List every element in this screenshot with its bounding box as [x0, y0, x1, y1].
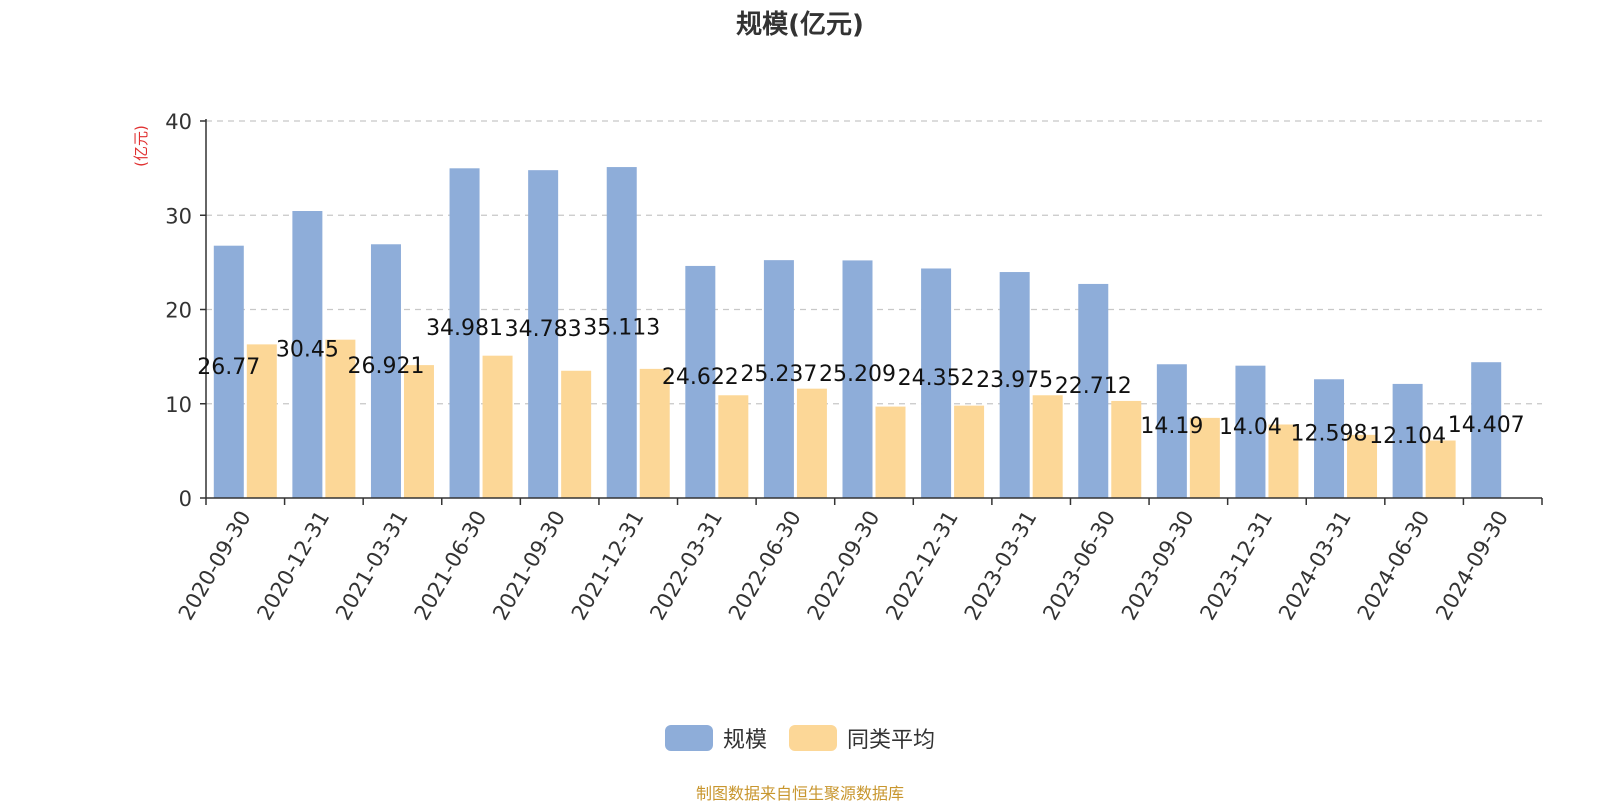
data-label: 23.975 — [976, 368, 1053, 393]
bar-average — [1268, 424, 1299, 498]
data-label: 25.209 — [819, 362, 896, 387]
legend-label-average: 同类平均 — [847, 728, 936, 753]
legend-item-average[interactable]: 同类平均 — [789, 722, 935, 754]
bar-scale — [1471, 362, 1502, 498]
bar-scale — [1392, 383, 1423, 498]
bar-scale — [763, 260, 794, 498]
x-tick-label: 2023-06-30 — [1038, 507, 1120, 625]
legend-item-scale[interactable]: 规模 — [664, 722, 767, 754]
bar-average — [246, 344, 277, 498]
data-label: 34.783 — [505, 317, 582, 342]
bar-average — [1111, 400, 1142, 498]
data-label: 34.981 — [426, 316, 503, 341]
x-tick-label: 2022-09-30 — [803, 507, 885, 625]
bar-scale — [999, 272, 1030, 498]
x-tick-label: 2020-12-31 — [252, 507, 334, 625]
chart-title: 规模(亿元) — [736, 10, 864, 40]
data-label: 24.622 — [662, 365, 739, 390]
y-tick-label: 20 — [165, 299, 192, 323]
bar-scale — [606, 167, 637, 498]
bar-average — [1189, 417, 1220, 498]
data-label: 30.45 — [276, 338, 339, 363]
data-label: 14.407 — [1448, 413, 1525, 438]
bar-scale — [1314, 379, 1345, 498]
y-axis-unit-label: (亿元) — [132, 125, 150, 167]
x-tick-label: 2024-09-30 — [1431, 507, 1513, 625]
bar-scale — [1078, 283, 1109, 498]
x-tick-label: 2024-06-30 — [1353, 507, 1435, 625]
bars-layer — [213, 167, 1502, 499]
x-tick-label: 2021-12-31 — [567, 507, 649, 625]
bar-average — [639, 368, 670, 498]
x-tick-label: 2021-06-30 — [410, 507, 492, 625]
bar-average — [325, 339, 356, 498]
data-label: 25.237 — [740, 362, 817, 387]
legend-label-scale: 规模 — [722, 728, 767, 753]
bar-scale — [1156, 364, 1187, 498]
x-tick-label: 2022-12-31 — [881, 507, 963, 625]
bar-average — [561, 370, 592, 498]
x-tick-label: 2021-03-31 — [331, 507, 413, 625]
x-tick-label: 2022-03-31 — [645, 507, 727, 625]
bar-scale — [370, 244, 401, 498]
x-tick-label: 2023-12-31 — [1195, 507, 1277, 625]
bar-average — [482, 355, 513, 498]
y-tick-label: 0 — [179, 487, 192, 511]
bar-scale — [292, 211, 323, 499]
bar-scale — [842, 260, 873, 498]
bar-average — [403, 365, 434, 498]
y-tick-label: 40 — [165, 110, 192, 134]
source-footer: 制图数据来自恒生聚源数据库 — [695, 784, 904, 803]
bar-average — [718, 395, 749, 498]
bar-scale — [449, 168, 480, 498]
data-label: 26.921 — [347, 354, 424, 379]
bar-average — [1347, 434, 1378, 498]
x-tick-label: 2023-03-31 — [960, 507, 1042, 625]
bar-scale — [528, 170, 559, 498]
bar-scale — [213, 245, 244, 498]
bar-average — [796, 388, 827, 498]
bar-scale — [921, 268, 952, 498]
y-tick-label: 30 — [165, 204, 192, 228]
data-label: 12.104 — [1369, 424, 1446, 449]
x-tick-label: 2020-09-30 — [174, 507, 256, 625]
data-label: 26.77 — [197, 355, 260, 380]
x-tick-label: 2024-03-31 — [1274, 507, 1356, 625]
bar-average — [954, 405, 985, 498]
x-tick-label: 2022-06-30 — [724, 507, 806, 625]
bar-scale — [685, 265, 716, 498]
x-tick-label: 2023-09-30 — [1117, 507, 1199, 625]
bar-scale — [1235, 365, 1266, 498]
y-tick-label: 10 — [165, 393, 192, 417]
data-label: 14.04 — [1219, 415, 1282, 440]
bar-average — [1032, 395, 1063, 498]
data-label: 35.113 — [583, 316, 660, 341]
legend: 规模 同类平均 — [0, 722, 1600, 754]
x-tick-label: 2021-09-30 — [488, 507, 570, 625]
data-label: 22.712 — [1055, 374, 1132, 399]
data-label: 12.598 — [1291, 422, 1368, 447]
data-label: 14.19 — [1140, 414, 1203, 439]
legend-swatch-average — [789, 725, 837, 751]
legend-swatch-scale — [664, 725, 713, 751]
bar-average — [1425, 440, 1456, 498]
bar-average — [875, 406, 906, 498]
data-label: 24.352 — [898, 366, 975, 391]
